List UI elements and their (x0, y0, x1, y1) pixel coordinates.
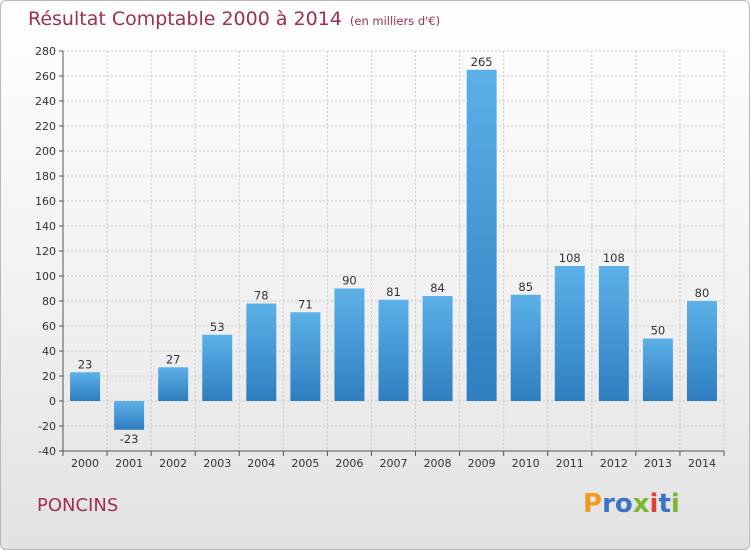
x-tick-label: 2001 (115, 457, 143, 470)
y-tick-label: 140 (35, 220, 56, 233)
logo-letter: i (670, 489, 680, 519)
logo-letter: t (658, 489, 671, 519)
y-tick-label: 60 (42, 320, 56, 333)
data-label: 78 (254, 289, 269, 303)
bar (114, 401, 145, 430)
bar (246, 303, 277, 401)
bar (202, 334, 233, 401)
y-tick-label: 100 (35, 270, 56, 283)
x-tick-label: 2007 (380, 457, 408, 470)
logo-letter: r (602, 489, 615, 519)
bars (70, 69, 717, 430)
data-label: 85 (518, 280, 533, 294)
y-tick-label: 160 (35, 195, 56, 208)
data-label: 23 (78, 357, 93, 371)
x-tick-label: 2009 (468, 457, 496, 470)
x-tick-label: 2012 (600, 457, 628, 470)
data-label: -23 (120, 432, 139, 446)
data-label: 71 (298, 297, 313, 311)
y-tick-label: 200 (35, 145, 56, 158)
x-tick-label: 2004 (247, 457, 275, 470)
bar (158, 367, 189, 401)
chart-title: Résultat Comptable 2000 à 2014 (en millie… (28, 8, 440, 30)
y-tick-label: 120 (35, 245, 56, 258)
y-tick-label: 40 (42, 345, 56, 358)
y-tick-label: 240 (35, 95, 56, 108)
grid-lines (63, 50, 725, 452)
logo-letter: x (632, 489, 650, 519)
y-tick-label: 220 (35, 120, 56, 133)
logo-letter: P (583, 489, 603, 519)
x-tick-label: 2005 (291, 457, 319, 470)
x-tick-label: 2008 (424, 457, 452, 470)
bar (70, 372, 101, 401)
data-label: 81 (386, 285, 401, 299)
y-tick-label: 20 (42, 370, 56, 383)
data-label: 265 (471, 55, 493, 69)
x-tick-label: 2013 (644, 457, 672, 470)
x-tick-label: 2003 (203, 457, 231, 470)
bar (554, 266, 585, 401)
x-tick-label: 2000 (71, 457, 99, 470)
commune-name: PONCINS (37, 495, 119, 516)
chart-title-text: Résultat Comptable 2000 à 2014 (28, 8, 342, 30)
x-tick-label: 2010 (512, 457, 540, 470)
bar (686, 301, 717, 401)
bar (466, 69, 497, 401)
y-tick-label: -40 (38, 445, 56, 458)
y-tick-label: 80 (42, 295, 56, 308)
y-tick-label: -20 (38, 420, 56, 433)
proxiti-logo: Proxiti (583, 489, 680, 519)
data-label: 108 (559, 251, 581, 265)
bar (642, 338, 673, 401)
x-tick-label: 2011 (556, 457, 584, 470)
axes: -40 -20 0 20 40 60 80 100 120 140 160 180 200 220 240 2… (35, 45, 725, 470)
bar (290, 312, 321, 401)
data-label: 53 (210, 320, 225, 334)
logo-letter: o (614, 489, 633, 519)
bar (422, 296, 453, 401)
y-tick-label: 260 (35, 70, 56, 83)
chart-subtitle: (en milliers d'€) (349, 14, 441, 28)
y-tick-label: 0 (49, 395, 56, 408)
bar (378, 299, 409, 401)
bar (334, 288, 365, 401)
bar (598, 266, 629, 401)
x-tick-label: 2002 (159, 457, 187, 470)
data-label: 50 (651, 324, 666, 338)
data-label: 108 (603, 251, 625, 265)
bar (510, 294, 541, 401)
data-label: 27 (166, 352, 181, 366)
logo-letter: i (649, 489, 659, 519)
data-labels: 23 -23 27 53 78 71 90 81 84 265 85 108 108 50 80 (78, 55, 710, 446)
data-label: 90 (342, 274, 357, 288)
data-label: 80 (695, 286, 710, 300)
x-tick-label: 2006 (335, 457, 363, 470)
data-label: 84 (430, 281, 445, 295)
y-tick-label: 280 (35, 45, 56, 58)
y-tick-label: 180 (35, 170, 56, 183)
x-tick-label: 2014 (688, 457, 716, 470)
